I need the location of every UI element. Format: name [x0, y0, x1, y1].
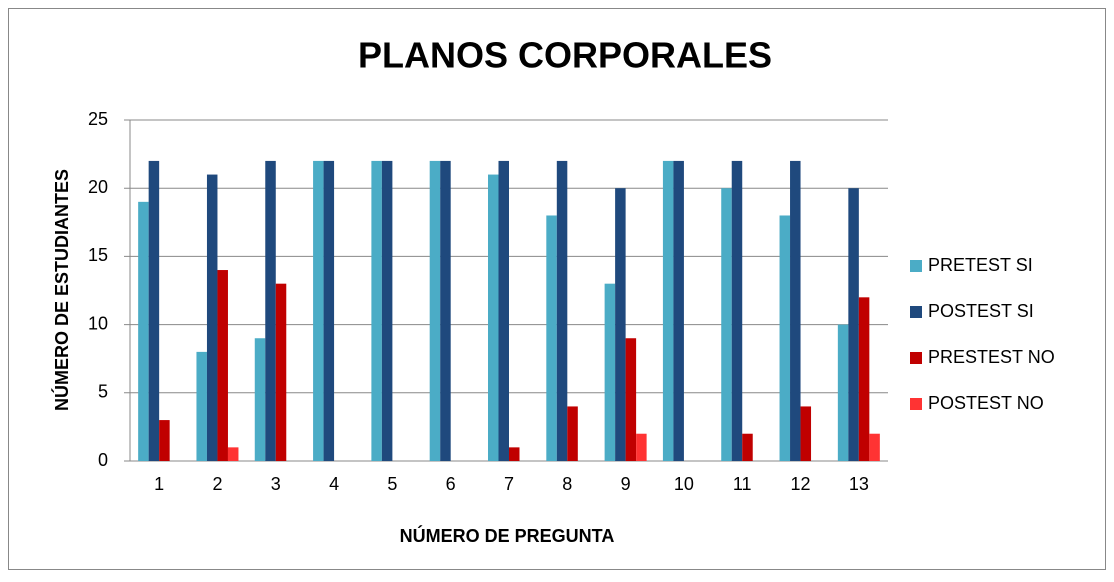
x-tick-label: 12 — [791, 474, 811, 494]
x-tick-label: 10 — [674, 474, 694, 494]
bar — [625, 338, 637, 461]
bar — [196, 351, 207, 461]
bar — [869, 433, 880, 461]
bar — [313, 160, 324, 462]
bar — [381, 160, 393, 462]
x-tick-label: 6 — [446, 474, 456, 494]
bar — [858, 297, 870, 461]
legend-swatch — [910, 352, 922, 364]
y-tick-label: 15 — [88, 245, 108, 265]
bar — [604, 283, 616, 461]
bar — [556, 160, 568, 462]
bar — [567, 406, 578, 461]
legend-label: PRETEST SI — [928, 255, 1033, 275]
bar — [498, 160, 509, 462]
bar — [837, 324, 849, 461]
bar — [848, 188, 859, 461]
x-tick-label: 9 — [621, 474, 631, 494]
y-tick-label: 10 — [88, 313, 108, 333]
legend-label: POSTEST NO — [928, 393, 1044, 413]
x-tick-label: 5 — [387, 474, 397, 494]
bar — [275, 283, 287, 461]
bar — [800, 406, 812, 461]
bar — [509, 447, 520, 461]
bar — [488, 174, 499, 461]
bar — [742, 433, 753, 461]
y-tick-label: 0 — [98, 450, 108, 470]
x-tick-label: 13 — [849, 474, 869, 494]
y-axis-label: NÚMERO DE ESTUDIANTES — [51, 169, 72, 411]
bar — [265, 160, 276, 462]
y-tick-label: 5 — [98, 382, 108, 402]
bar — [159, 420, 170, 461]
y-tick-label: 20 — [88, 177, 108, 197]
bar — [206, 174, 218, 461]
y-tick-label: 25 — [88, 109, 108, 129]
x-axis-label: NÚMERO DE PREGUNTA — [400, 525, 615, 546]
bar — [371, 160, 382, 462]
legend-swatch — [910, 398, 922, 410]
bar — [731, 160, 743, 462]
x-tick-label: 8 — [562, 474, 572, 494]
x-tick-label: 2 — [212, 474, 222, 494]
x-tick-label: 3 — [271, 474, 281, 494]
legend-swatch — [910, 306, 922, 318]
bar — [673, 160, 684, 462]
bar — [790, 160, 801, 462]
bar — [662, 160, 674, 462]
chart-title: PLANOS CORPORALES — [358, 35, 772, 76]
bar — [636, 433, 647, 461]
x-tick-label: 1 — [154, 474, 164, 494]
legend-label: POSTEST SI — [928, 301, 1034, 321]
x-tick-label: 4 — [329, 474, 339, 494]
bar — [779, 215, 791, 461]
bar — [721, 188, 732, 461]
bar — [440, 160, 451, 462]
bar — [148, 160, 160, 462]
legend-label: PRESTEST NO — [928, 347, 1055, 367]
bar — [227, 447, 239, 461]
bar — [429, 160, 441, 462]
bar — [217, 270, 228, 461]
x-tick-label: 7 — [504, 474, 514, 494]
bar — [138, 201, 149, 461]
bar — [546, 215, 557, 461]
legend-swatch — [910, 260, 922, 272]
bar — [615, 188, 626, 461]
bar — [254, 338, 266, 461]
bar — [323, 160, 335, 462]
x-tick-label: 11 — [733, 474, 752, 494]
